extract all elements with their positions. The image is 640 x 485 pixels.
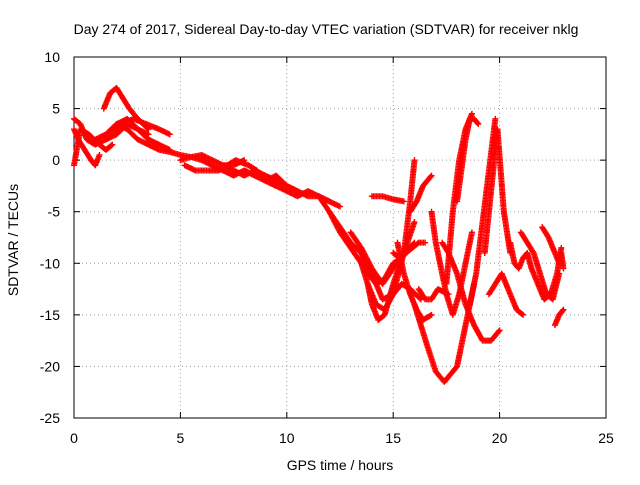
data-point xyxy=(427,173,434,180)
chart-title: Day 274 of 2017, Sidereal Day-to-day VTE… xyxy=(74,21,579,37)
data-point xyxy=(475,121,482,128)
y-tick-label: -15 xyxy=(40,307,60,323)
y-tick-label: -20 xyxy=(40,358,60,374)
x-tick-label: 25 xyxy=(598,430,614,446)
data-point xyxy=(496,327,503,334)
series-arc-29 xyxy=(466,115,499,308)
data-points-layer xyxy=(71,84,567,385)
y-tick-label: -10 xyxy=(40,255,60,271)
y-tick-label: 0 xyxy=(52,152,60,168)
data-point xyxy=(145,131,152,138)
data-point xyxy=(422,239,429,246)
plot-frame xyxy=(73,56,607,419)
data-point xyxy=(495,328,502,335)
series-arc-31 xyxy=(485,270,527,318)
y-tick-label: 10 xyxy=(44,49,60,65)
data-point xyxy=(411,219,418,226)
x-tick-label: 15 xyxy=(385,430,401,446)
y-tick-label: 5 xyxy=(52,101,60,117)
data-point xyxy=(520,311,527,318)
series-arc-35 xyxy=(539,224,567,272)
y-tick-label: -25 xyxy=(40,410,60,426)
ticks-layer: 0 5 10 15 20 25 -25 -20 -15 -10 -5 0 5 10 xyxy=(40,49,614,446)
data-point xyxy=(145,126,152,133)
data-point xyxy=(560,265,567,272)
data-point xyxy=(492,115,499,122)
data-point xyxy=(468,229,475,236)
series-arc-34 xyxy=(528,244,565,303)
data-point xyxy=(428,172,435,179)
series-arc-17 xyxy=(358,157,418,303)
data-point xyxy=(559,307,566,314)
series-arc-19 xyxy=(368,193,407,205)
x-tick-label: 0 xyxy=(70,430,78,446)
data-point xyxy=(108,142,115,149)
series-arc-36 xyxy=(551,306,567,329)
data-point xyxy=(474,120,481,127)
x-tick-label: 20 xyxy=(492,430,508,446)
series-arc-6 xyxy=(102,115,173,143)
y-tick-label: -5 xyxy=(48,204,61,220)
x-tick-label: 5 xyxy=(177,430,185,446)
data-point xyxy=(529,248,536,255)
data-point xyxy=(427,312,434,319)
series-arc-13 xyxy=(262,177,343,210)
data-point xyxy=(166,131,173,138)
data-point xyxy=(468,110,475,117)
data-point xyxy=(518,310,525,317)
data-point xyxy=(96,151,103,158)
data-point xyxy=(560,306,567,313)
x-tick-label: 10 xyxy=(279,430,295,446)
grid-layer xyxy=(74,57,606,418)
data-point xyxy=(411,157,418,164)
x-axis-label: GPS time / hours xyxy=(287,457,394,473)
data-point xyxy=(428,311,435,318)
data-point xyxy=(109,141,116,148)
series-arc-22 xyxy=(407,172,435,215)
data-point xyxy=(337,203,343,210)
data-point xyxy=(400,198,407,205)
y-axis-label: SDTVAR / TECUs xyxy=(5,184,21,296)
data-point xyxy=(558,244,565,251)
series-arc-30 xyxy=(481,126,514,256)
series-arc-28 xyxy=(443,110,475,287)
